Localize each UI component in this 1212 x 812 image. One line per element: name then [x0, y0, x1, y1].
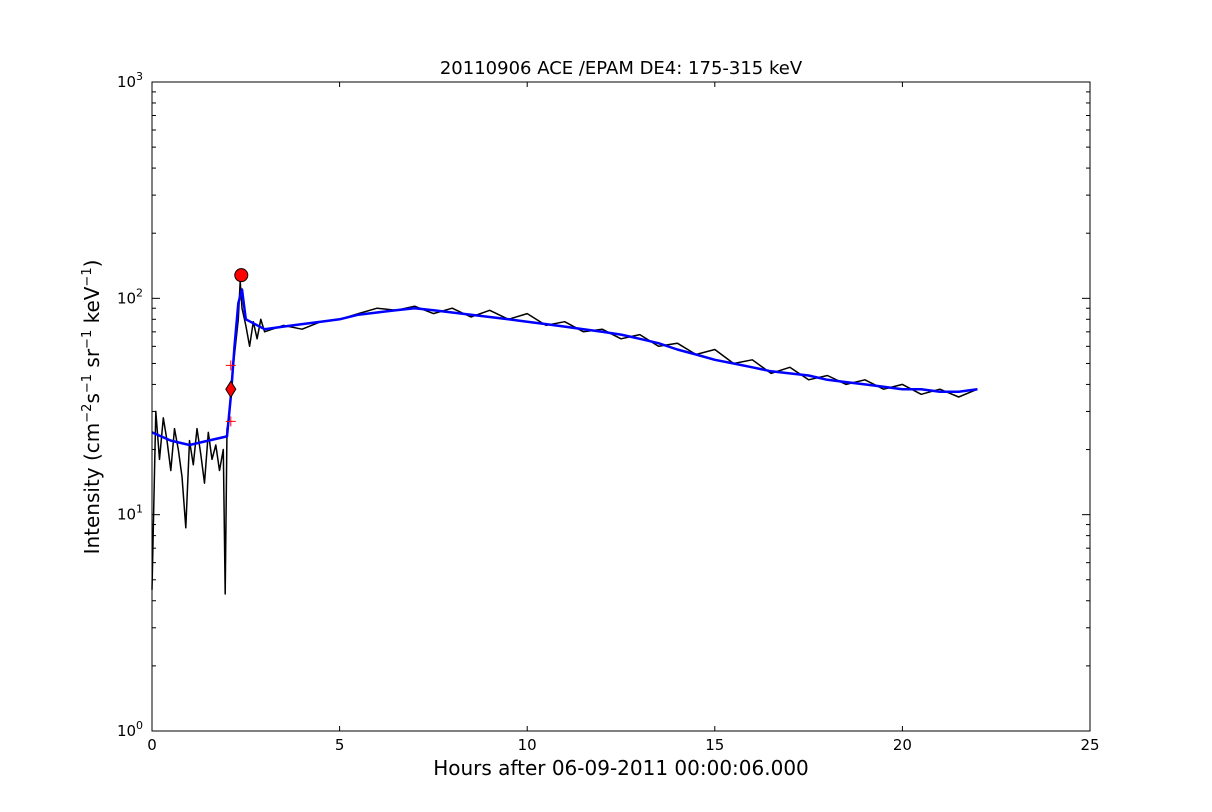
- x-axis-label: Hours after 06-09-2011 00:00:06.000: [433, 756, 809, 780]
- error-marker-3: [225, 416, 236, 427]
- peak-marker: [234, 268, 249, 283]
- series-line-1: [151, 288, 978, 447]
- onset-marker: [225, 380, 237, 399]
- y-tick-label: 101: [117, 503, 143, 524]
- x-tick-label: 20: [893, 736, 912, 754]
- x-tick-label: 5: [335, 736, 345, 754]
- plot-frame: [151, 81, 1091, 732]
- x-tick-label: 25: [1080, 736, 1099, 754]
- series-line-0: [151, 280, 978, 595]
- y-tick-label: 100: [117, 719, 143, 740]
- x-tick-label: 10: [518, 736, 537, 754]
- chart-title: 20110906 ACE /EPAM DE4: 175-315 keV: [440, 58, 803, 79]
- y-axis-label: Intensity (cm−2s−1 sr−1 keV−1): [80, 260, 104, 555]
- y-tick-label: 102: [117, 286, 143, 307]
- x-tick-label: 15: [705, 736, 724, 754]
- y-tick-label: 103: [117, 70, 143, 91]
- error-marker-2: [225, 360, 236, 371]
- x-tick-label: 0: [147, 736, 157, 754]
